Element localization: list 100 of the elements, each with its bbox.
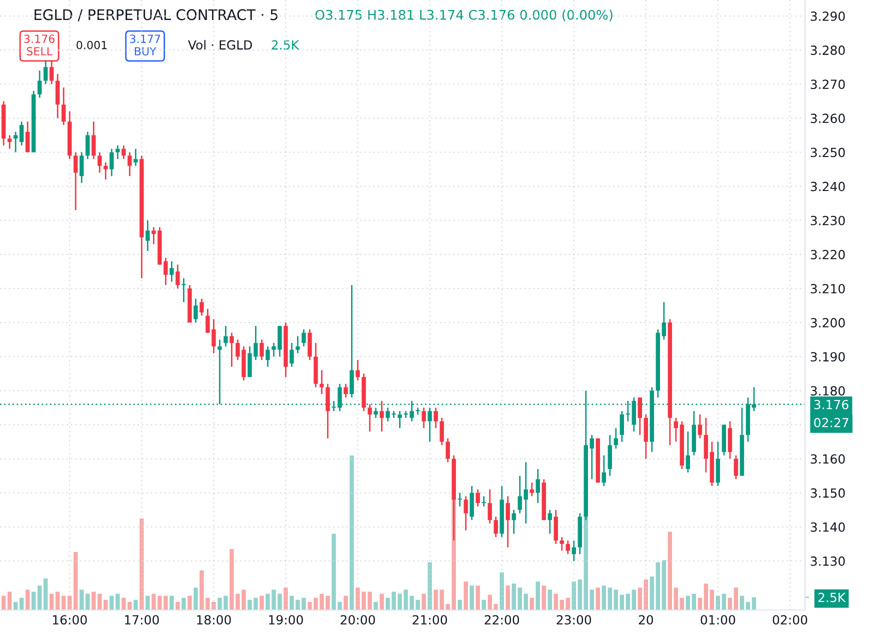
bar <box>752 597 756 610</box>
candlestick <box>170 260 174 282</box>
y-tick-label: 3.150 <box>810 488 845 498</box>
y-tick-label: 3.220 <box>810 250 845 260</box>
bar <box>656 562 660 610</box>
candlestick <box>200 298 204 316</box>
bar <box>638 588 642 610</box>
candlestick <box>488 488 492 524</box>
candlestick <box>326 383 330 440</box>
bar <box>506 586 510 610</box>
x-tick-label: 22:00 <box>484 615 520 625</box>
y-tick-label: 3.200 <box>810 318 845 328</box>
bar <box>536 582 540 610</box>
bar <box>620 594 624 610</box>
candlestick <box>560 536 564 552</box>
bar <box>662 560 666 610</box>
candlestick <box>728 420 732 460</box>
candlestick <box>608 434 612 476</box>
candlestick <box>644 414 648 460</box>
x-tick-label: 23:00 <box>556 615 592 625</box>
bar <box>470 586 474 610</box>
candlestick <box>320 370 324 395</box>
bar <box>734 588 738 610</box>
bar <box>92 592 96 610</box>
candlestick <box>716 441 720 487</box>
bar <box>260 596 264 610</box>
y-tick-label: 3.140 <box>810 522 845 532</box>
candlestick <box>674 417 678 442</box>
bar <box>344 596 348 610</box>
bar <box>86 594 90 610</box>
candlestick <box>176 264 180 290</box>
x-tick-label: 19:00 <box>269 615 303 625</box>
candlestick <box>128 152 132 177</box>
bar <box>476 586 480 610</box>
candlestick <box>614 427 618 450</box>
bar <box>284 588 288 610</box>
candlestick <box>56 73 60 119</box>
bar <box>566 598 570 610</box>
text: 02:27 <box>814 418 848 428</box>
candlestick <box>194 298 198 324</box>
bar <box>578 580 582 610</box>
bar <box>26 590 30 610</box>
bar <box>464 582 468 610</box>
x-tick-label: 20 <box>638 615 654 625</box>
y2-tick-label: 2.5K <box>818 592 846 602</box>
bar <box>602 586 606 610</box>
candlestick <box>440 417 444 446</box>
y-tick-label: 3.250 <box>810 148 845 158</box>
bar <box>134 600 138 610</box>
candlestick <box>86 131 90 160</box>
candlestick <box>620 410 624 442</box>
bar <box>698 598 702 610</box>
candlestick <box>308 328 312 361</box>
bar <box>686 596 690 610</box>
candlestick <box>398 410 402 429</box>
bar <box>674 588 678 610</box>
candlestick <box>470 485 474 521</box>
bar <box>722 594 726 610</box>
bar <box>32 592 36 610</box>
candlestick <box>590 434 594 480</box>
bar <box>350 455 354 610</box>
candlestick <box>494 516 498 538</box>
bar <box>146 596 150 610</box>
candlestick <box>458 492 462 508</box>
candlestick <box>26 120 30 153</box>
candlestick <box>548 509 552 534</box>
candlestick <box>434 406 438 429</box>
y-tick-label: 3.290 <box>810 11 845 21</box>
bar <box>530 598 534 610</box>
bar <box>518 588 522 610</box>
y-tick-label: 3.240 <box>810 182 845 192</box>
candlestick <box>266 346 270 368</box>
candlestick <box>146 220 150 252</box>
candlestick <box>416 406 420 416</box>
candlestick <box>116 144 120 160</box>
bar <box>548 590 552 610</box>
bar <box>380 594 384 610</box>
candlestick <box>380 400 384 432</box>
bar <box>80 590 84 610</box>
candlestick <box>110 148 114 177</box>
bar <box>608 588 612 610</box>
candlestick <box>92 120 96 160</box>
bar <box>374 602 378 610</box>
candlestick <box>230 332 234 368</box>
bar <box>38 586 42 610</box>
candlestick <box>446 438 450 463</box>
x-tick-label: 17:00 <box>125 615 159 625</box>
bar <box>668 532 672 610</box>
bar <box>542 586 546 610</box>
bar <box>482 600 486 610</box>
annotation: 3.177 BUY <box>130 34 160 56</box>
candlestick <box>20 120 24 146</box>
bar <box>500 572 504 610</box>
candlestick <box>602 454 606 487</box>
candlestick <box>482 496 486 508</box>
y-tick-label: 3.180 <box>810 386 845 396</box>
candlestick <box>536 468 540 504</box>
candlestick <box>422 406 426 429</box>
annotation: Vol · EGLD <box>188 40 252 50</box>
bar <box>728 598 732 610</box>
